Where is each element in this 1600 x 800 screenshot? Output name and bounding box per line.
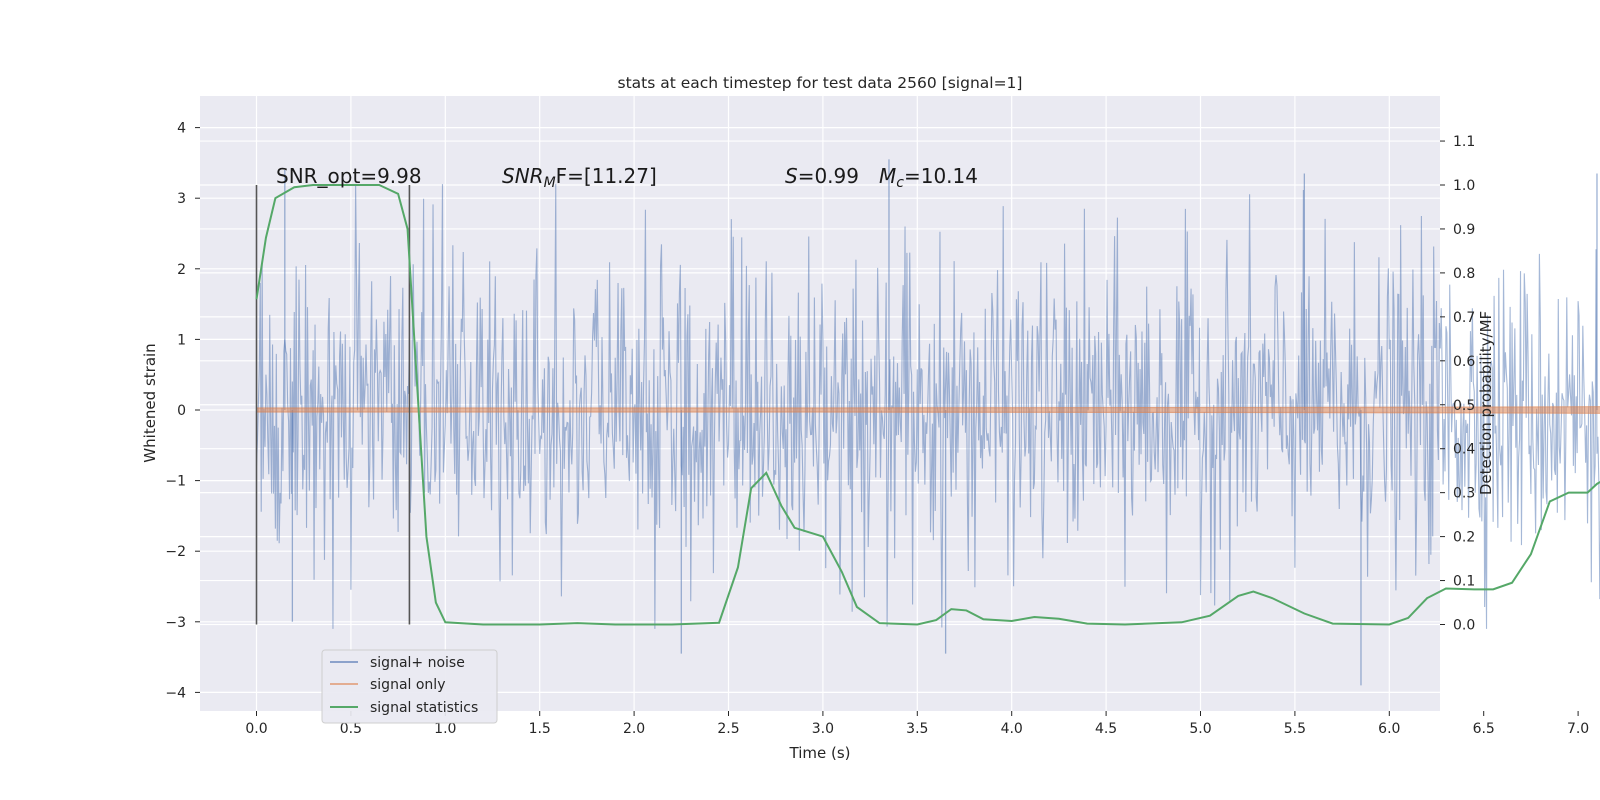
annotation-snr-mf: SNRMF=[11.27]	[502, 164, 657, 191]
x-tick-label: 1.0	[434, 721, 456, 737]
x-tick-label: 5.5	[1284, 721, 1306, 737]
legend-label-signal-noise: signal+ noise	[370, 655, 465, 671]
right-tick-label: 0.9	[1453, 222, 1475, 238]
right-tick-label: 0.6	[1453, 354, 1475, 370]
signal-statistics-series	[255, 184, 1600, 626]
legend: signal+ noise signal only signal statist…	[321, 649, 498, 724]
legend-label-signal-statistics: signal statistics	[370, 700, 478, 716]
right-tick-label: 0.3	[1453, 486, 1475, 502]
x-tick-label: 3.0	[812, 721, 834, 737]
right-tick-label: 0.4	[1453, 442, 1475, 458]
right-tick-label: 1.0	[1453, 178, 1475, 194]
y-tick-label: 1	[177, 332, 186, 348]
right-tick-label: 1.1	[1453, 134, 1475, 150]
snr-mf-subscript: M	[544, 175, 556, 191]
y-tick-label: −2	[165, 544, 186, 560]
mc-subscript: c	[896, 175, 904, 191]
x-tick-label: 0.0	[245, 721, 267, 737]
snr-mf-label: SNR	[502, 164, 544, 188]
chart-title: stats at each timestep for test data 256…	[618, 74, 1023, 92]
y-tick-label: 3	[177, 191, 186, 207]
y-tick-label: 2	[177, 262, 186, 278]
x-axis-ticks: 0.0 0.5 1.0 1.5 2.0 2.5 3.0 3.5 4.0 4.5 5.0 5.5 6.0 6…	[245, 711, 1589, 737]
snr-mf-value: F=[11.27]	[556, 164, 657, 188]
x-tick-label: 2.5	[717, 721, 739, 737]
x-tick-label: 3.5	[906, 721, 928, 737]
annotation-snr-opt: SNR_opt=9.98	[276, 164, 422, 188]
x-tick-label: 6.5	[1473, 721, 1495, 737]
annotation-mc: Mc=10.14	[879, 164, 978, 191]
x-tick-label: 5.0	[1189, 721, 1211, 737]
right-tick-label: 0.2	[1453, 530, 1475, 546]
y-axis-ticks: 4 3 2 1 0 −1 −2 −3 −4	[165, 121, 200, 701]
x-tick-label: 6.0	[1378, 721, 1400, 737]
mc-value: =10.14	[904, 164, 978, 188]
y-tick-label: 0	[177, 403, 186, 419]
mc-label: M	[879, 164, 896, 188]
x-tick-label: 4.5	[1095, 721, 1117, 737]
y-tick-label: −4	[165, 685, 186, 701]
signal-only-series	[256, 406, 1600, 414]
right-tick-label: 0.1	[1453, 574, 1475, 590]
x-tick-label: 1.5	[529, 721, 551, 737]
y-tick-label: −1	[165, 474, 186, 490]
right-axis-ticks: 1.1 1.0 0.9 0.8 0.7 0.6 0.5 0.4 0.3 0.2 0.1 0.0	[1440, 134, 1475, 634]
annotation-s: S=0.99	[785, 164, 859, 188]
right-tick-label: 0.5	[1453, 398, 1475, 414]
y-tick-label: 4	[177, 121, 186, 137]
legend-box	[321, 649, 498, 724]
y-tick-label: −3	[165, 615, 186, 631]
signal-only-envelope	[256, 406, 1600, 414]
right-axis-label: Detection probability/MF	[1477, 311, 1495, 495]
right-tick-label: 0.8	[1453, 266, 1475, 282]
x-axis-label: Time (s)	[789, 744, 851, 762]
x-tick-label: 4.0	[1001, 721, 1023, 737]
x-tick-label: 0.5	[340, 721, 362, 737]
x-tick-label: 2.0	[623, 721, 645, 737]
y-axis-label: Whitened strain	[141, 343, 159, 462]
x-tick-label: 7.0	[1567, 721, 1589, 737]
signal-statistics-line	[255, 184, 1600, 626]
legend-label-signal-only: signal only	[370, 677, 445, 693]
s-label: S	[785, 164, 798, 188]
right-tick-label: 0.0	[1453, 618, 1475, 634]
s-value: =0.99	[798, 164, 859, 188]
right-tick-label: 0.7	[1453, 310, 1475, 326]
